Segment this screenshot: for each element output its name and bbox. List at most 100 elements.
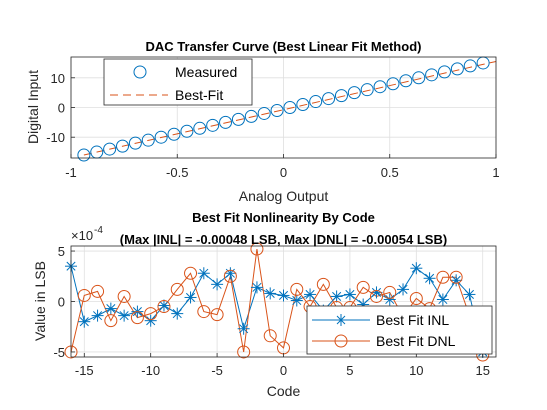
inl-point	[118, 309, 131, 322]
dnl-point	[369, 289, 383, 303]
best-fit-line	[83, 60, 497, 156]
transfer-curve-xlabel: Analog Output	[239, 188, 329, 204]
nonlinearity-ytick-label: -5	[53, 345, 65, 360]
inl-point	[184, 291, 197, 304]
nonlinearity-xtick-label: -5	[211, 363, 223, 378]
inl-marker-stroke	[199, 268, 209, 278]
nonlinearity-xtick-label: 0	[280, 363, 287, 378]
measured-point	[193, 121, 207, 135]
measured-point	[437, 65, 451, 79]
measured-point	[128, 136, 142, 150]
inl-marker-stroke	[265, 288, 275, 298]
measured-point	[270, 103, 284, 117]
inl-marker-stroke	[119, 311, 129, 321]
dnl-point	[250, 242, 264, 256]
measured-point	[116, 139, 130, 153]
measured-point	[399, 74, 413, 88]
dnl-point	[104, 314, 118, 328]
dnl-series-line	[70, 248, 484, 356]
measured-point	[180, 124, 194, 138]
nonlinearity-xtick-label: 5	[346, 363, 353, 378]
measured-point	[373, 80, 387, 94]
dnl-point	[91, 284, 105, 298]
nonlinearity-subtitle: (Max |INL| = -0.00048 LSB, Max |DNL| = -…	[120, 232, 447, 247]
measured-point	[322, 92, 336, 106]
measured-point	[154, 130, 168, 144]
nonlinearity-exponent-power: -4	[94, 225, 103, 236]
inl-marker-stroke	[332, 291, 342, 302]
measured-point	[360, 83, 374, 97]
transfer-xtick-label: 0	[280, 165, 287, 180]
inl-marker-stroke	[212, 279, 222, 289]
inl-point	[383, 293, 396, 306]
legend-best-fit-label: Best-Fit	[175, 87, 223, 103]
dnl-point	[449, 270, 463, 284]
dnl-point	[409, 291, 423, 305]
measured-point	[309, 95, 323, 109]
transfer-curve-ticks: -1 -0.5 0 0.5 1 10 0 -10	[46, 71, 499, 180]
inl-point	[144, 314, 157, 327]
dnl-point	[436, 270, 450, 284]
transfer-xtick-label: -0.5	[166, 165, 188, 180]
transfer-curve-title: DAC Transfer Curve (Best Linear Fit Meth…	[146, 39, 422, 54]
transfer-ytick-label: 10	[51, 71, 65, 86]
inl-point	[304, 288, 317, 301]
inl-point	[264, 287, 277, 300]
measured-point	[77, 148, 91, 162]
inl-point	[410, 262, 423, 275]
measured-point	[450, 62, 464, 76]
measured-point	[244, 109, 258, 123]
inl-marker-stroke	[93, 311, 103, 321]
nonlinearity-ytick-label: 0	[58, 295, 65, 310]
inl-marker-stroke	[345, 289, 355, 299]
transfer-curve-ylabel: Digital Input	[25, 70, 41, 144]
inl-point	[224, 267, 237, 280]
transfer-ytick-label: -10	[46, 130, 65, 145]
transfer-xtick-label: -1	[65, 165, 77, 180]
measured-point	[257, 106, 271, 120]
nonlinearity-title: Best Fit Nonlinearity By Code	[192, 210, 375, 225]
inl-point	[78, 315, 91, 328]
inl-point	[91, 309, 104, 322]
inl-marker-stroke	[438, 294, 448, 305]
inl-marker-stroke	[79, 317, 89, 327]
legend-inl-label: Best Fit INL	[376, 312, 449, 328]
dnl-point	[210, 308, 224, 322]
legend-dnl-label: Best Fit DNL	[376, 333, 456, 349]
legend-dnl-marker	[334, 334, 348, 348]
nonlinearity-xtick-label: 10	[409, 363, 423, 378]
inl-marker-stroke	[464, 289, 474, 299]
transfer-xtick-label: 1	[492, 165, 499, 180]
inl-point	[211, 278, 224, 291]
measured-point	[206, 118, 220, 132]
dnl-point	[383, 285, 397, 299]
inl-marker-stroke	[398, 284, 408, 294]
inl-point	[157, 299, 170, 312]
inl-point	[436, 293, 449, 306]
inl-marker-stroke	[159, 300, 169, 311]
nonlinearity-xtick-label: 15	[475, 363, 489, 378]
transfer-curve-legend-box	[103, 58, 253, 106]
nonlinearity-ytick-label: 5	[58, 244, 65, 259]
inl-marker-stroke	[385, 294, 395, 305]
inl-marker-stroke	[292, 295, 302, 306]
inl-marker-stroke	[411, 263, 421, 273]
transfer-curve-axes: -1 -0.5 0 0.5 1 10 0 -10 DAC Transfer Curve (Be…	[25, 39, 500, 204]
dnl-point	[197, 305, 211, 319]
measured-point	[386, 77, 400, 91]
inl-point	[171, 307, 184, 320]
legend-measured-marker	[133, 65, 147, 79]
nonlinearity-legend: Best Fit INL Best Fit DNL	[306, 305, 493, 355]
measured-point	[283, 101, 297, 114]
nonlinearity-axes: -15 -10 -5 0 5 10 15 5 0 -5 Best Fit Nonlinearity…	[32, 210, 497, 399]
dnl-point	[157, 300, 171, 314]
measured-point	[219, 115, 233, 129]
nonlinearity-ylabel: Value in LSB	[32, 261, 48, 341]
dnl-point	[290, 282, 304, 296]
inl-point	[277, 289, 290, 302]
transfer-curve-data	[77, 56, 497, 162]
dnl-point	[237, 345, 251, 359]
nonlinearity-xtick-label: -15	[75, 363, 94, 378]
dnl-point	[170, 282, 184, 296]
